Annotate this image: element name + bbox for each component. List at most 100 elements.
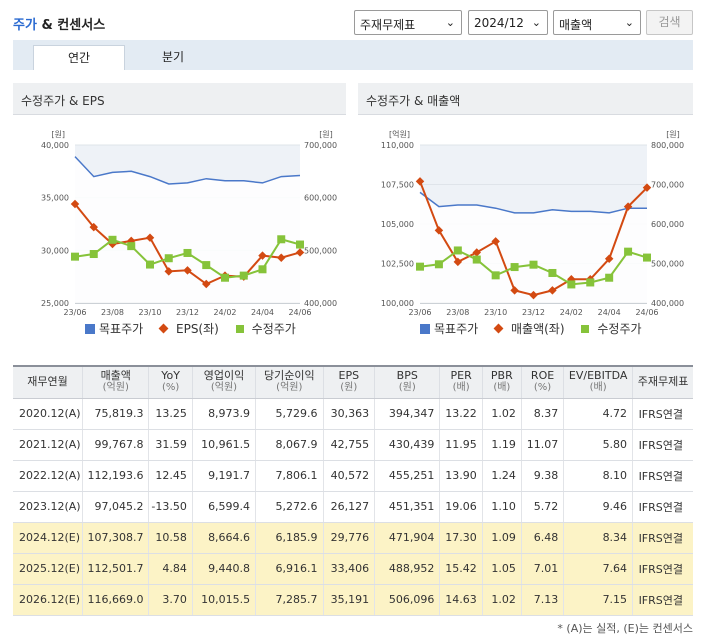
table-row: 2020.12(A) 75,819.3 13.25 8,973.9 5,729.6 30,…	[13, 398, 693, 430]
table-cell: 112,501.7	[82, 553, 149, 585]
tab-quarterly[interactable]: 분기	[161, 50, 185, 64]
chart-title: 수정주가 & 매출액	[358, 83, 693, 115]
legend-swatch	[420, 324, 430, 334]
legend-swatch	[490, 323, 508, 334]
table-cell: 19.06	[439, 491, 483, 523]
x-tick-label: 24/02	[560, 308, 583, 317]
table-cell: 13.22	[439, 398, 483, 430]
row-period-cell: 2025.12(E)	[13, 553, 83, 585]
table-cell: 1.24	[481, 460, 522, 492]
table-cell: 488,952	[374, 553, 440, 585]
table-cell: 13.90	[439, 460, 483, 492]
data-point	[71, 252, 79, 261]
metric-value: 매출액	[559, 18, 593, 32]
table-cell: 451,351	[374, 491, 440, 523]
y-left-tick-label: 110,000	[381, 141, 414, 150]
table-cell: 506,096	[374, 584, 440, 616]
row-period-cell: 2021.12(A)	[13, 429, 83, 461]
table-cell: 10,015.5	[191, 584, 256, 616]
data-point	[548, 286, 557, 295]
data-point	[510, 263, 519, 272]
table-cell: 116,669.0	[82, 584, 149, 616]
table-cell: IFRS연결	[632, 398, 693, 430]
y-right-tick-label: 500,000	[651, 260, 684, 269]
table-cell: 6,916.1	[255, 553, 323, 585]
y-right-tick-label: 500,000	[304, 246, 337, 255]
table-cell: IFRS연결	[632, 584, 693, 616]
row-period-cell: 2023.12(A)	[13, 491, 83, 523]
data-point	[164, 254, 173, 263]
table-cell: 9,191.7	[191, 460, 256, 492]
table-cell: 9.38	[520, 460, 564, 492]
x-tick-label: 24/06	[635, 308, 658, 317]
column-header-unit: (배)	[452, 382, 470, 394]
y-left-tick-label: 100,000	[381, 299, 414, 308]
table-cell: 5.72	[520, 491, 564, 523]
table-cell: 97,045.2	[82, 491, 149, 523]
data-point	[434, 260, 443, 269]
column-header-unit: (배)	[493, 382, 511, 394]
table-cell: IFRS연결	[632, 429, 693, 461]
y-right-tick-label: 400,000	[651, 299, 684, 308]
series-line-target-price	[74, 156, 301, 185]
column-header-label: 주재무제표	[637, 375, 689, 389]
data-point	[624, 247, 633, 256]
y-left-unit: [억원]	[389, 129, 410, 139]
data-point	[567, 280, 576, 289]
table-cell: 8,664.6	[191, 522, 256, 554]
search-button[interactable]: 검색	[646, 10, 693, 35]
column-header: 재무연월	[13, 365, 83, 399]
data-point	[643, 253, 651, 262]
table-cell: 10.58	[148, 522, 193, 554]
data-point	[548, 268, 557, 277]
column-header-unit: (%)	[533, 382, 552, 394]
data-point	[277, 253, 286, 262]
y-left-tick-label: 107,500	[381, 181, 414, 190]
table-cell: 8.37	[520, 398, 564, 430]
data-point	[164, 267, 173, 276]
table-cell: 99,767.8	[82, 429, 149, 461]
tab-annual[interactable]: 연간	[33, 45, 125, 70]
data-point	[472, 248, 481, 257]
table-cell: 31.59	[148, 429, 193, 461]
period-select[interactable]: 2024/12 ⌄	[468, 10, 548, 35]
data-point	[529, 260, 538, 269]
column-header: BPS (원)	[374, 365, 440, 399]
column-header: 당기순이익 (억원)	[255, 365, 323, 399]
top-bar: 주가 & 컨센서스 주재무제표 ⌄ 2024/12 ⌄ 매출액 ⌄ 검색	[0, 0, 701, 40]
table-cell: 29,776	[322, 522, 375, 554]
y-right-tick-label: 800,000	[651, 141, 684, 150]
table-cell: 3.70	[148, 584, 193, 616]
x-tick-label: 23/12	[522, 308, 545, 317]
table-cell: 11.95	[439, 429, 483, 461]
column-header-label: PER	[450, 369, 472, 383]
table-cell: 7.01	[520, 553, 564, 585]
data-point	[472, 255, 481, 264]
y-left-tick-label: 35,000	[41, 194, 69, 203]
data-point	[453, 246, 462, 255]
data-point	[258, 251, 267, 260]
row-period-cell: 2020.12(A)	[13, 398, 83, 430]
column-header: PER (배)	[439, 365, 483, 399]
table-row: 2023.12(A) 97,045.2 -13.50 6,599.4 5,272.6 26…	[13, 491, 693, 523]
table-cell: 7.13	[520, 584, 564, 616]
legend-item: 목표주가	[85, 320, 143, 337]
chart-legend: 목표주가 매출액(좌) 수정주가	[420, 320, 650, 337]
y-left-unit: [원]	[51, 130, 65, 139]
column-header-label: 매출액	[100, 369, 131, 383]
x-tick-label: 24/04	[598, 308, 621, 317]
legend-swatch	[155, 323, 173, 334]
table-cell: 471,904	[374, 522, 440, 554]
x-tick-label: 23/08	[446, 308, 469, 317]
table-cell: 8,067.9	[255, 429, 323, 461]
data-point	[510, 286, 519, 295]
table-cell: 1.05	[481, 553, 522, 585]
table-cell: 6,185.9	[255, 522, 323, 554]
table-row: 2022.12(A) 112,193.6 12.45 9,191.7 7,806.1 40…	[13, 460, 693, 492]
statement-type-select[interactable]: 주재무제표 ⌄	[354, 10, 462, 35]
legend-label: 목표주가	[99, 322, 144, 336]
table-cell: 7,806.1	[255, 460, 323, 492]
table-cell: 7.64	[563, 553, 633, 585]
metric-select[interactable]: 매출액 ⌄	[553, 10, 641, 35]
y-right-tick-label: 600,000	[304, 194, 337, 203]
